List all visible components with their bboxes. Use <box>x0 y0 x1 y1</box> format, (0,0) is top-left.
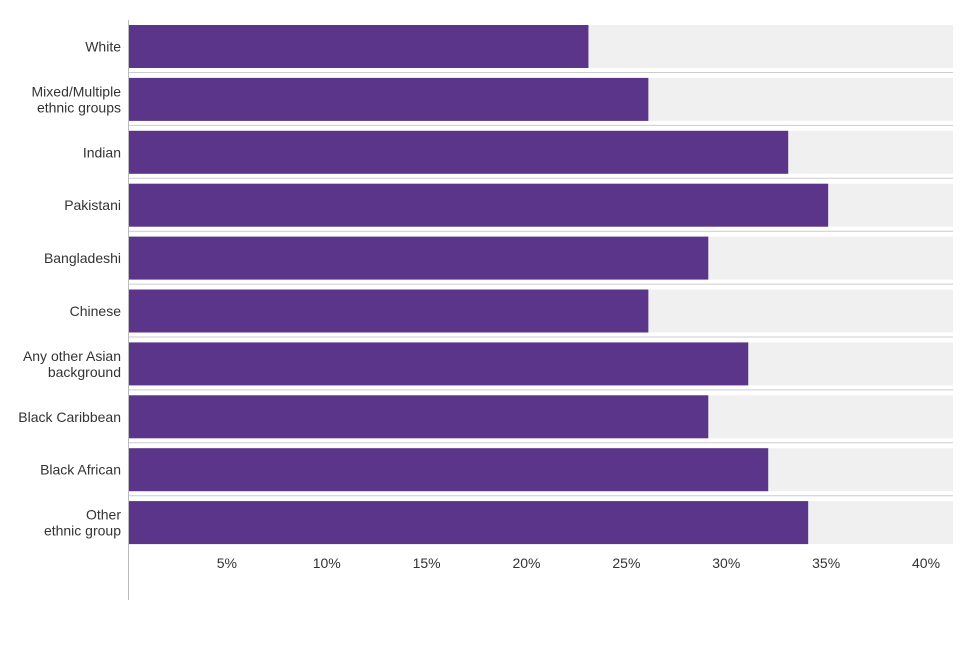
x-tick-label: 5% <box>217 555 237 571</box>
bar <box>129 342 749 386</box>
category-label: Mixed/Multiple <box>32 83 122 99</box>
x-tick-label: 35% <box>812 555 840 571</box>
category-label: Chinese <box>70 303 122 319</box>
x-axis-tick-labels: 5% 10% 15% 20% 25% 30% 35% 40% <box>217 555 940 571</box>
bar <box>129 183 829 227</box>
bar <box>129 77 649 121</box>
category-label: Indian <box>83 144 121 160</box>
bar <box>129 236 709 280</box>
category-label: ethnic group <box>44 523 121 539</box>
x-tick-label: 25% <box>612 555 640 571</box>
category-label: ethnic groups <box>37 99 121 115</box>
category-label: Pakistani <box>64 197 121 213</box>
category-label: background <box>48 364 121 380</box>
category-label: Bangladeshi <box>44 250 121 266</box>
x-tick-label: 20% <box>512 555 540 571</box>
bar <box>129 448 769 492</box>
x-tick-label: 40% <box>912 555 940 571</box>
category-label: Any other Asian <box>23 348 121 364</box>
bar <box>129 289 649 333</box>
category-label: Other <box>86 507 121 523</box>
category-label: Black African <box>40 462 121 478</box>
x-tick-label: 30% <box>712 555 740 571</box>
bar <box>129 501 809 545</box>
bar <box>129 395 709 439</box>
category-label: White <box>85 39 121 55</box>
x-tick-label: 15% <box>413 555 441 571</box>
x-tick-label: 10% <box>313 555 341 571</box>
category-label: Black Caribbean <box>18 409 121 425</box>
bar <box>129 25 589 68</box>
row-separators <box>129 72 953 497</box>
bars <box>129 25 829 545</box>
bar <box>129 130 789 174</box>
